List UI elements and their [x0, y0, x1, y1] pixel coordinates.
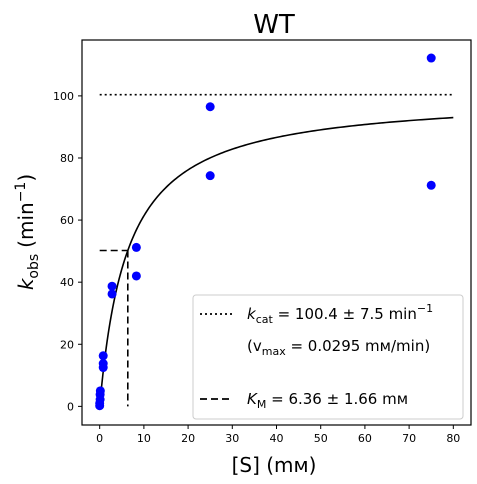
x-tick-label: 40 [270, 432, 284, 445]
legend-label-kcat: kcat = 100.4 ± 7.5 min−1 [247, 302, 433, 326]
x-tick-label: 80 [446, 432, 460, 445]
y-tick-label: 20 [60, 338, 74, 351]
x-tick-label: 50 [314, 432, 328, 445]
data-point [107, 289, 117, 299]
data-point [131, 242, 141, 252]
x-tick-label: 70 [402, 432, 416, 445]
x-tick-label: 0 [96, 432, 103, 445]
plot-area [95, 53, 454, 411]
y-label-sup: −1 [13, 182, 29, 203]
data-point [98, 359, 108, 369]
data-point [98, 351, 108, 361]
y-label-base: k [14, 277, 38, 290]
x-tick-label: 60 [358, 432, 372, 445]
legend-label-km: KM = 6.36 ± 1.66 mм [247, 390, 408, 411]
x-tick-label: 10 [137, 432, 151, 445]
data-point [205, 102, 215, 112]
x-tick-label: 30 [225, 432, 239, 445]
legend-label-vmax: (vmax = 0.0295 mм/min) [247, 337, 430, 358]
y-axis: 0 20 40 60 80 100 [53, 90, 82, 413]
x-axis-label: [S] (mм) [232, 453, 317, 477]
legend: kcat = 100.4 ± 7.5 min−1 (vmax = 0.0295 … [192, 294, 464, 420]
legend-box [192, 294, 464, 420]
data-point [107, 281, 117, 291]
fit-curve [98, 116, 454, 407]
y-tick-label: 40 [60, 276, 74, 289]
y-tick-label: 80 [60, 152, 74, 165]
y-label-rest: (min [14, 202, 38, 248]
x-tick-label: 20 [181, 432, 195, 445]
y-axis-label: kobs (min−1) [13, 174, 42, 290]
y-tick-label: 0 [67, 400, 74, 413]
data-point [131, 271, 141, 281]
chart-title: WT [253, 10, 295, 40]
data-point [426, 180, 436, 190]
x-axis: 0 10 20 30 40 50 60 70 80 [96, 425, 460, 445]
y-tick-label: 100 [53, 90, 74, 103]
data-point [205, 171, 215, 181]
y-label-close: ) [14, 174, 38, 182]
y-tick-label: 60 [60, 214, 74, 227]
y-label-sub: obs [26, 254, 42, 279]
data-point [95, 386, 105, 396]
data-point [426, 53, 436, 63]
